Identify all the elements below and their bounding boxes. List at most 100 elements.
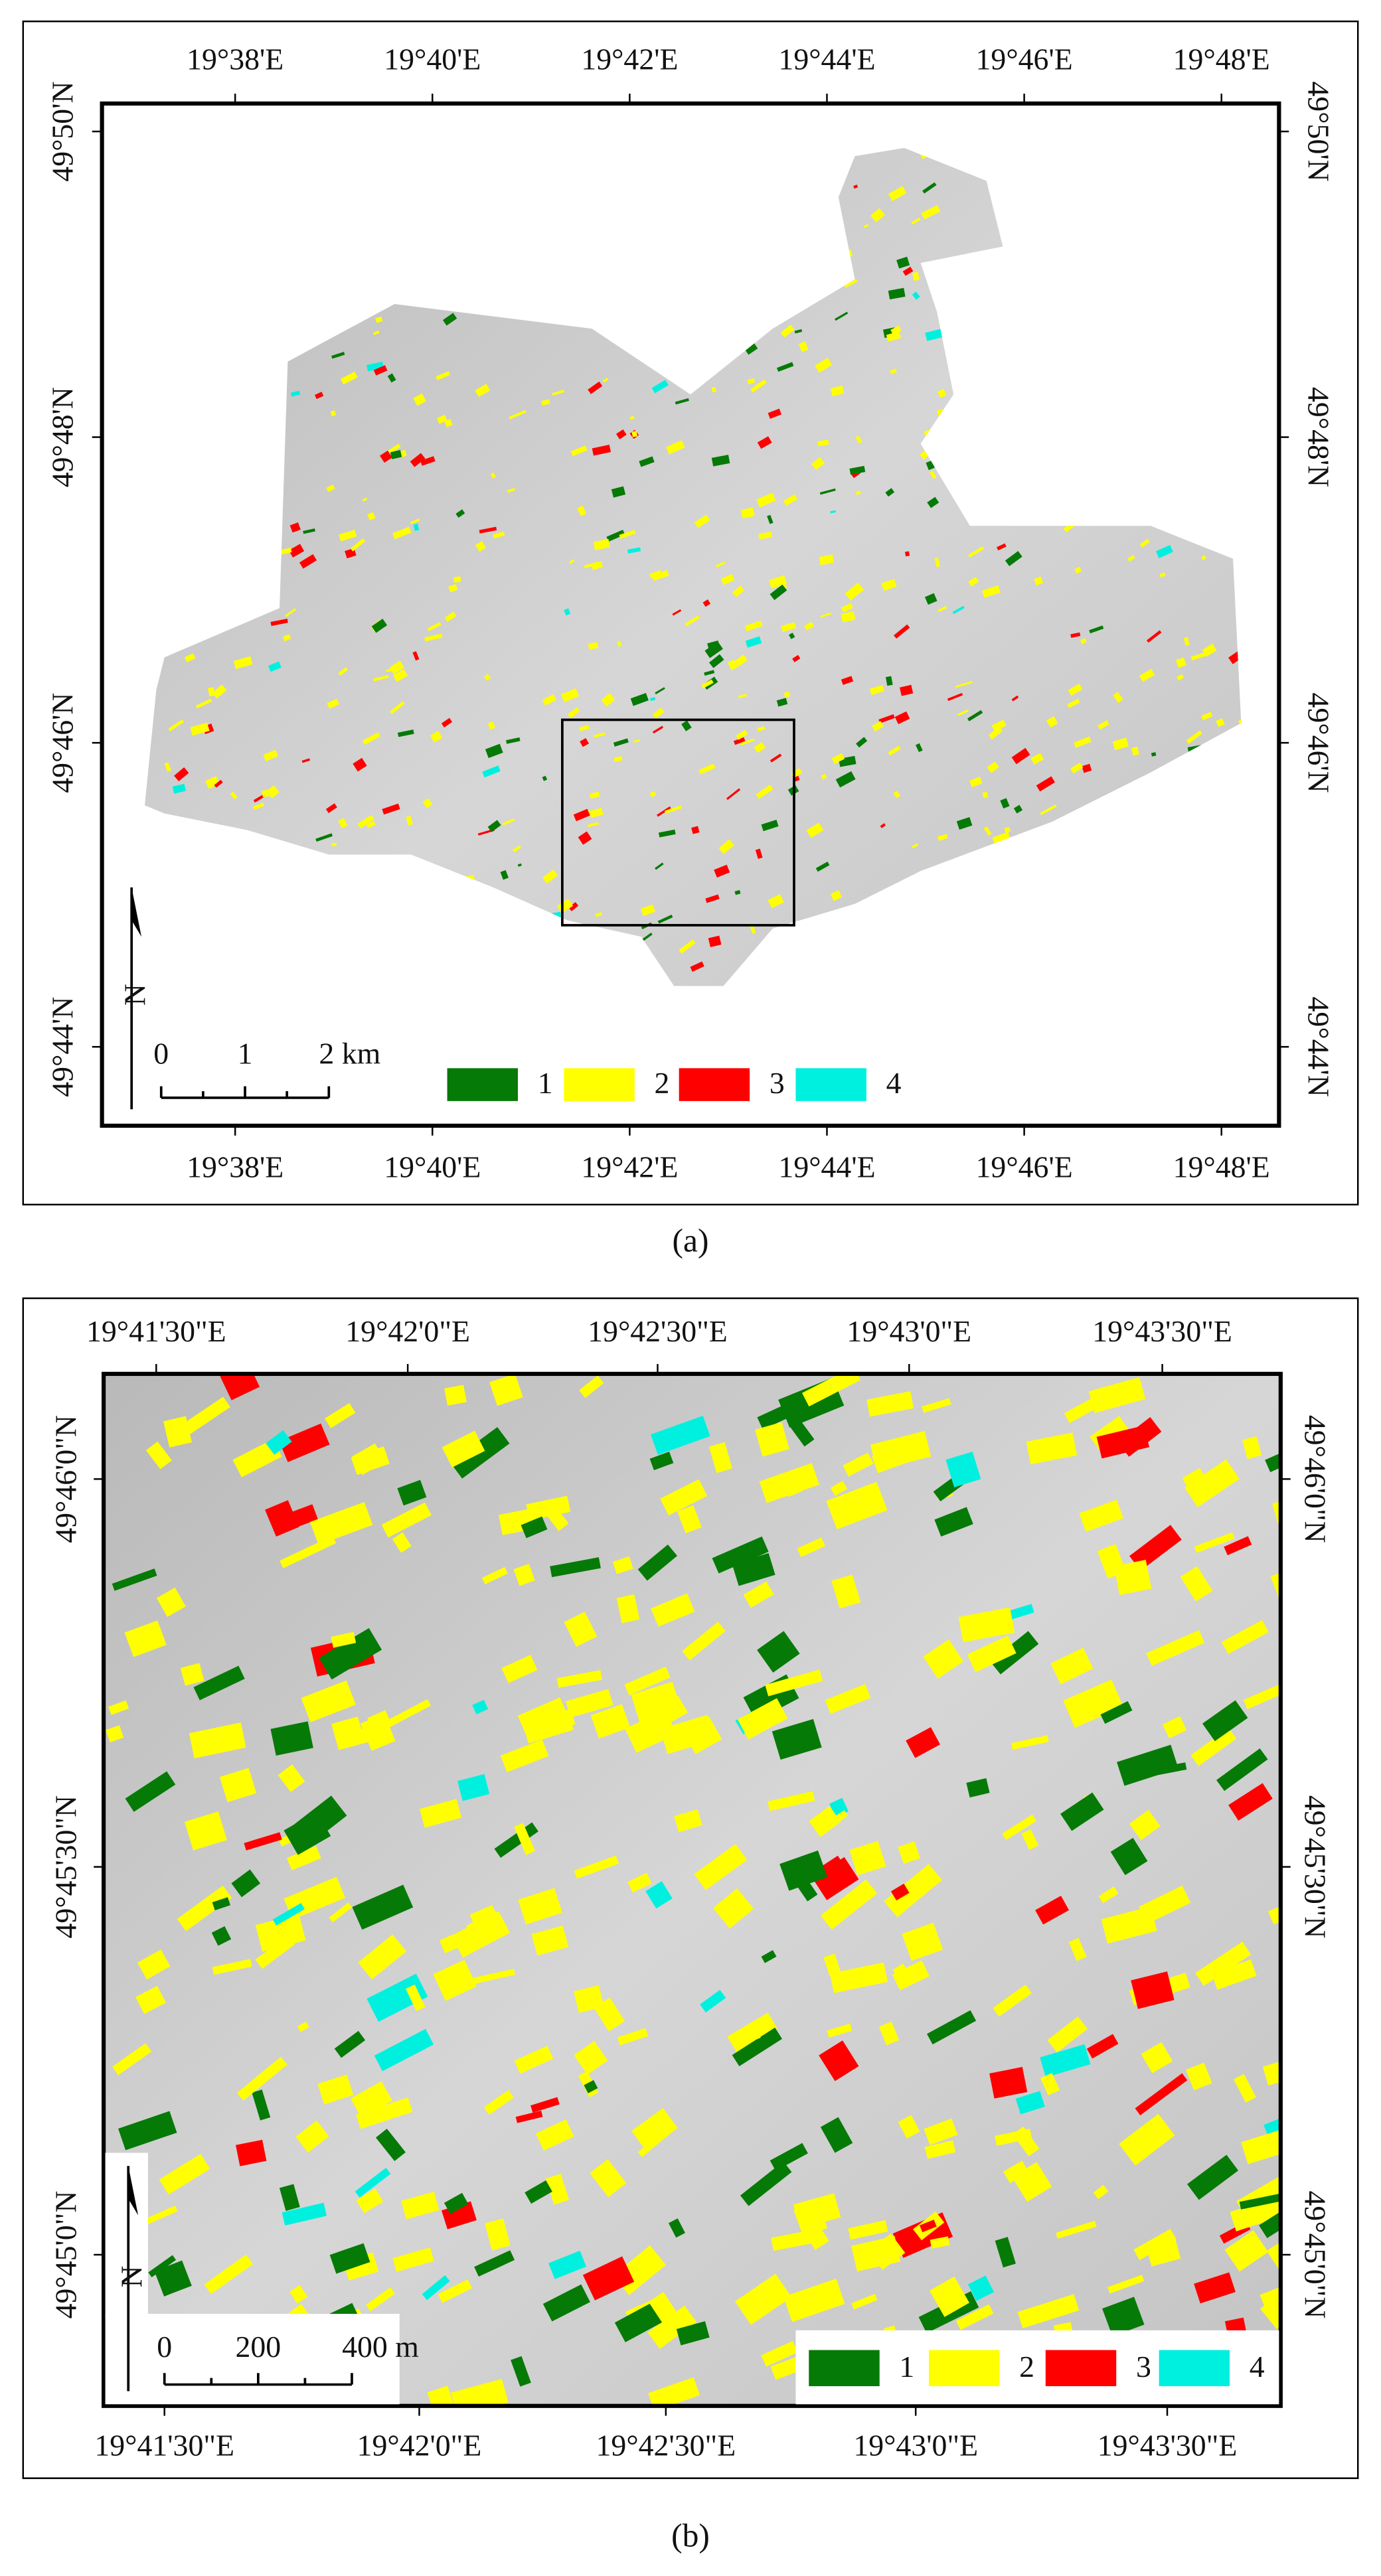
land-patch [489, 1373, 523, 1406]
land-patch [1070, 762, 1084, 774]
land-patch [387, 373, 396, 383]
land-patch [937, 834, 948, 841]
land-patch [412, 651, 420, 661]
land-patch [1000, 798, 1010, 809]
land-patch [1089, 625, 1104, 634]
land-patch [455, 509, 465, 518]
land-patch [925, 329, 944, 341]
land-patch [957, 709, 969, 716]
land-patch [955, 2304, 994, 2330]
land-patch [1241, 2125, 1281, 2164]
land-patch [1113, 692, 1123, 703]
land-patch [1224, 1536, 1252, 1556]
land-patch [967, 2275, 995, 2301]
land-patch [812, 1856, 859, 1900]
land-patch [392, 2247, 434, 2272]
land-patch [124, 1620, 167, 1657]
land-patch [982, 791, 989, 798]
land-patch [637, 1544, 678, 1581]
land-patch [1093, 2184, 1109, 2200]
land-patch [339, 530, 357, 542]
land-patch [525, 2180, 552, 2204]
land-patch [817, 439, 829, 447]
land-patch [351, 1446, 390, 1476]
land-patch [220, 1373, 260, 1401]
land-patch [542, 869, 558, 884]
land-patch [541, 399, 550, 406]
land-patch [745, 636, 762, 648]
land-patch [1131, 1971, 1175, 2009]
land-patch [815, 862, 830, 872]
longitude-label: 19°48'E [1173, 42, 1270, 76]
longitude-label: 19°43'30"E [1092, 1314, 1232, 1348]
north-arrow [128, 2166, 139, 2216]
land-patch [317, 2074, 354, 2105]
land-patch [178, 1397, 230, 1438]
land-patch [761, 1949, 777, 1963]
land-patch [649, 1451, 674, 1471]
land-patch [526, 1495, 571, 1521]
land-patch [574, 2040, 608, 2075]
land-patch [616, 1594, 640, 1624]
land-patch [588, 381, 603, 394]
land-patch [770, 2143, 808, 2171]
land-patch [148, 2255, 177, 2278]
latitude-label: 49°46'N [1301, 692, 1335, 793]
land-patch [574, 1855, 619, 1879]
land-patch [1068, 1937, 1087, 1961]
land-patch [849, 465, 866, 475]
land-patch [331, 1631, 357, 1648]
land-patch [934, 1507, 973, 1537]
land-patch [1082, 763, 1092, 773]
land-patch [438, 2279, 473, 2303]
land-patch [453, 576, 461, 583]
land-patch [825, 1684, 871, 1714]
latitude-label: 49°46'N [46, 692, 80, 793]
north-box [105, 2153, 148, 2318]
land-patch [631, 1681, 682, 1724]
land-patch [631, 431, 638, 437]
land-patch [904, 551, 910, 557]
scale-label: 1 [238, 1037, 253, 1071]
legend-label: 2 [655, 1066, 670, 1100]
land-patch [1112, 737, 1129, 751]
land-patch [830, 510, 836, 514]
land-patch [184, 653, 196, 662]
land-patch [666, 440, 685, 455]
land-patch [591, 561, 604, 571]
land-patch [893, 790, 901, 798]
land-patch [174, 767, 189, 782]
land-patch [708, 1442, 732, 1474]
land-patch [204, 776, 220, 789]
land-patch [530, 2097, 560, 2113]
land-patch [831, 1574, 861, 1609]
land-patch [1086, 2034, 1119, 2059]
land-patch [967, 1635, 1016, 1673]
land-patch [1017, 2294, 1080, 2328]
land-patch [189, 1722, 246, 1759]
land-patch [1180, 1566, 1213, 1602]
land-patch [744, 342, 758, 355]
land-patch [1260, 2277, 1281, 2330]
land-patch [232, 1439, 282, 1477]
land-patch [958, 1607, 1015, 1643]
land-patch [633, 739, 641, 743]
legend-swatch [929, 2350, 1000, 2387]
map-frame [102, 1371, 1283, 2408]
land-patch [900, 684, 914, 696]
land-patch [768, 894, 784, 909]
land-patch [1216, 1748, 1268, 1791]
land-patch [514, 2046, 554, 2074]
land-patch [845, 582, 864, 601]
land-patch [783, 2278, 845, 2322]
legend-label: 1 [899, 2350, 914, 2384]
land-patch [357, 814, 374, 829]
land-patch [584, 562, 599, 569]
land-patch [819, 2040, 859, 2082]
land-patch [595, 912, 603, 917]
land-patch [584, 2080, 598, 2093]
land-patch [612, 1556, 633, 1574]
land-patch [924, 2118, 958, 2145]
land-patch [767, 514, 773, 524]
land-patch [211, 1926, 232, 1946]
